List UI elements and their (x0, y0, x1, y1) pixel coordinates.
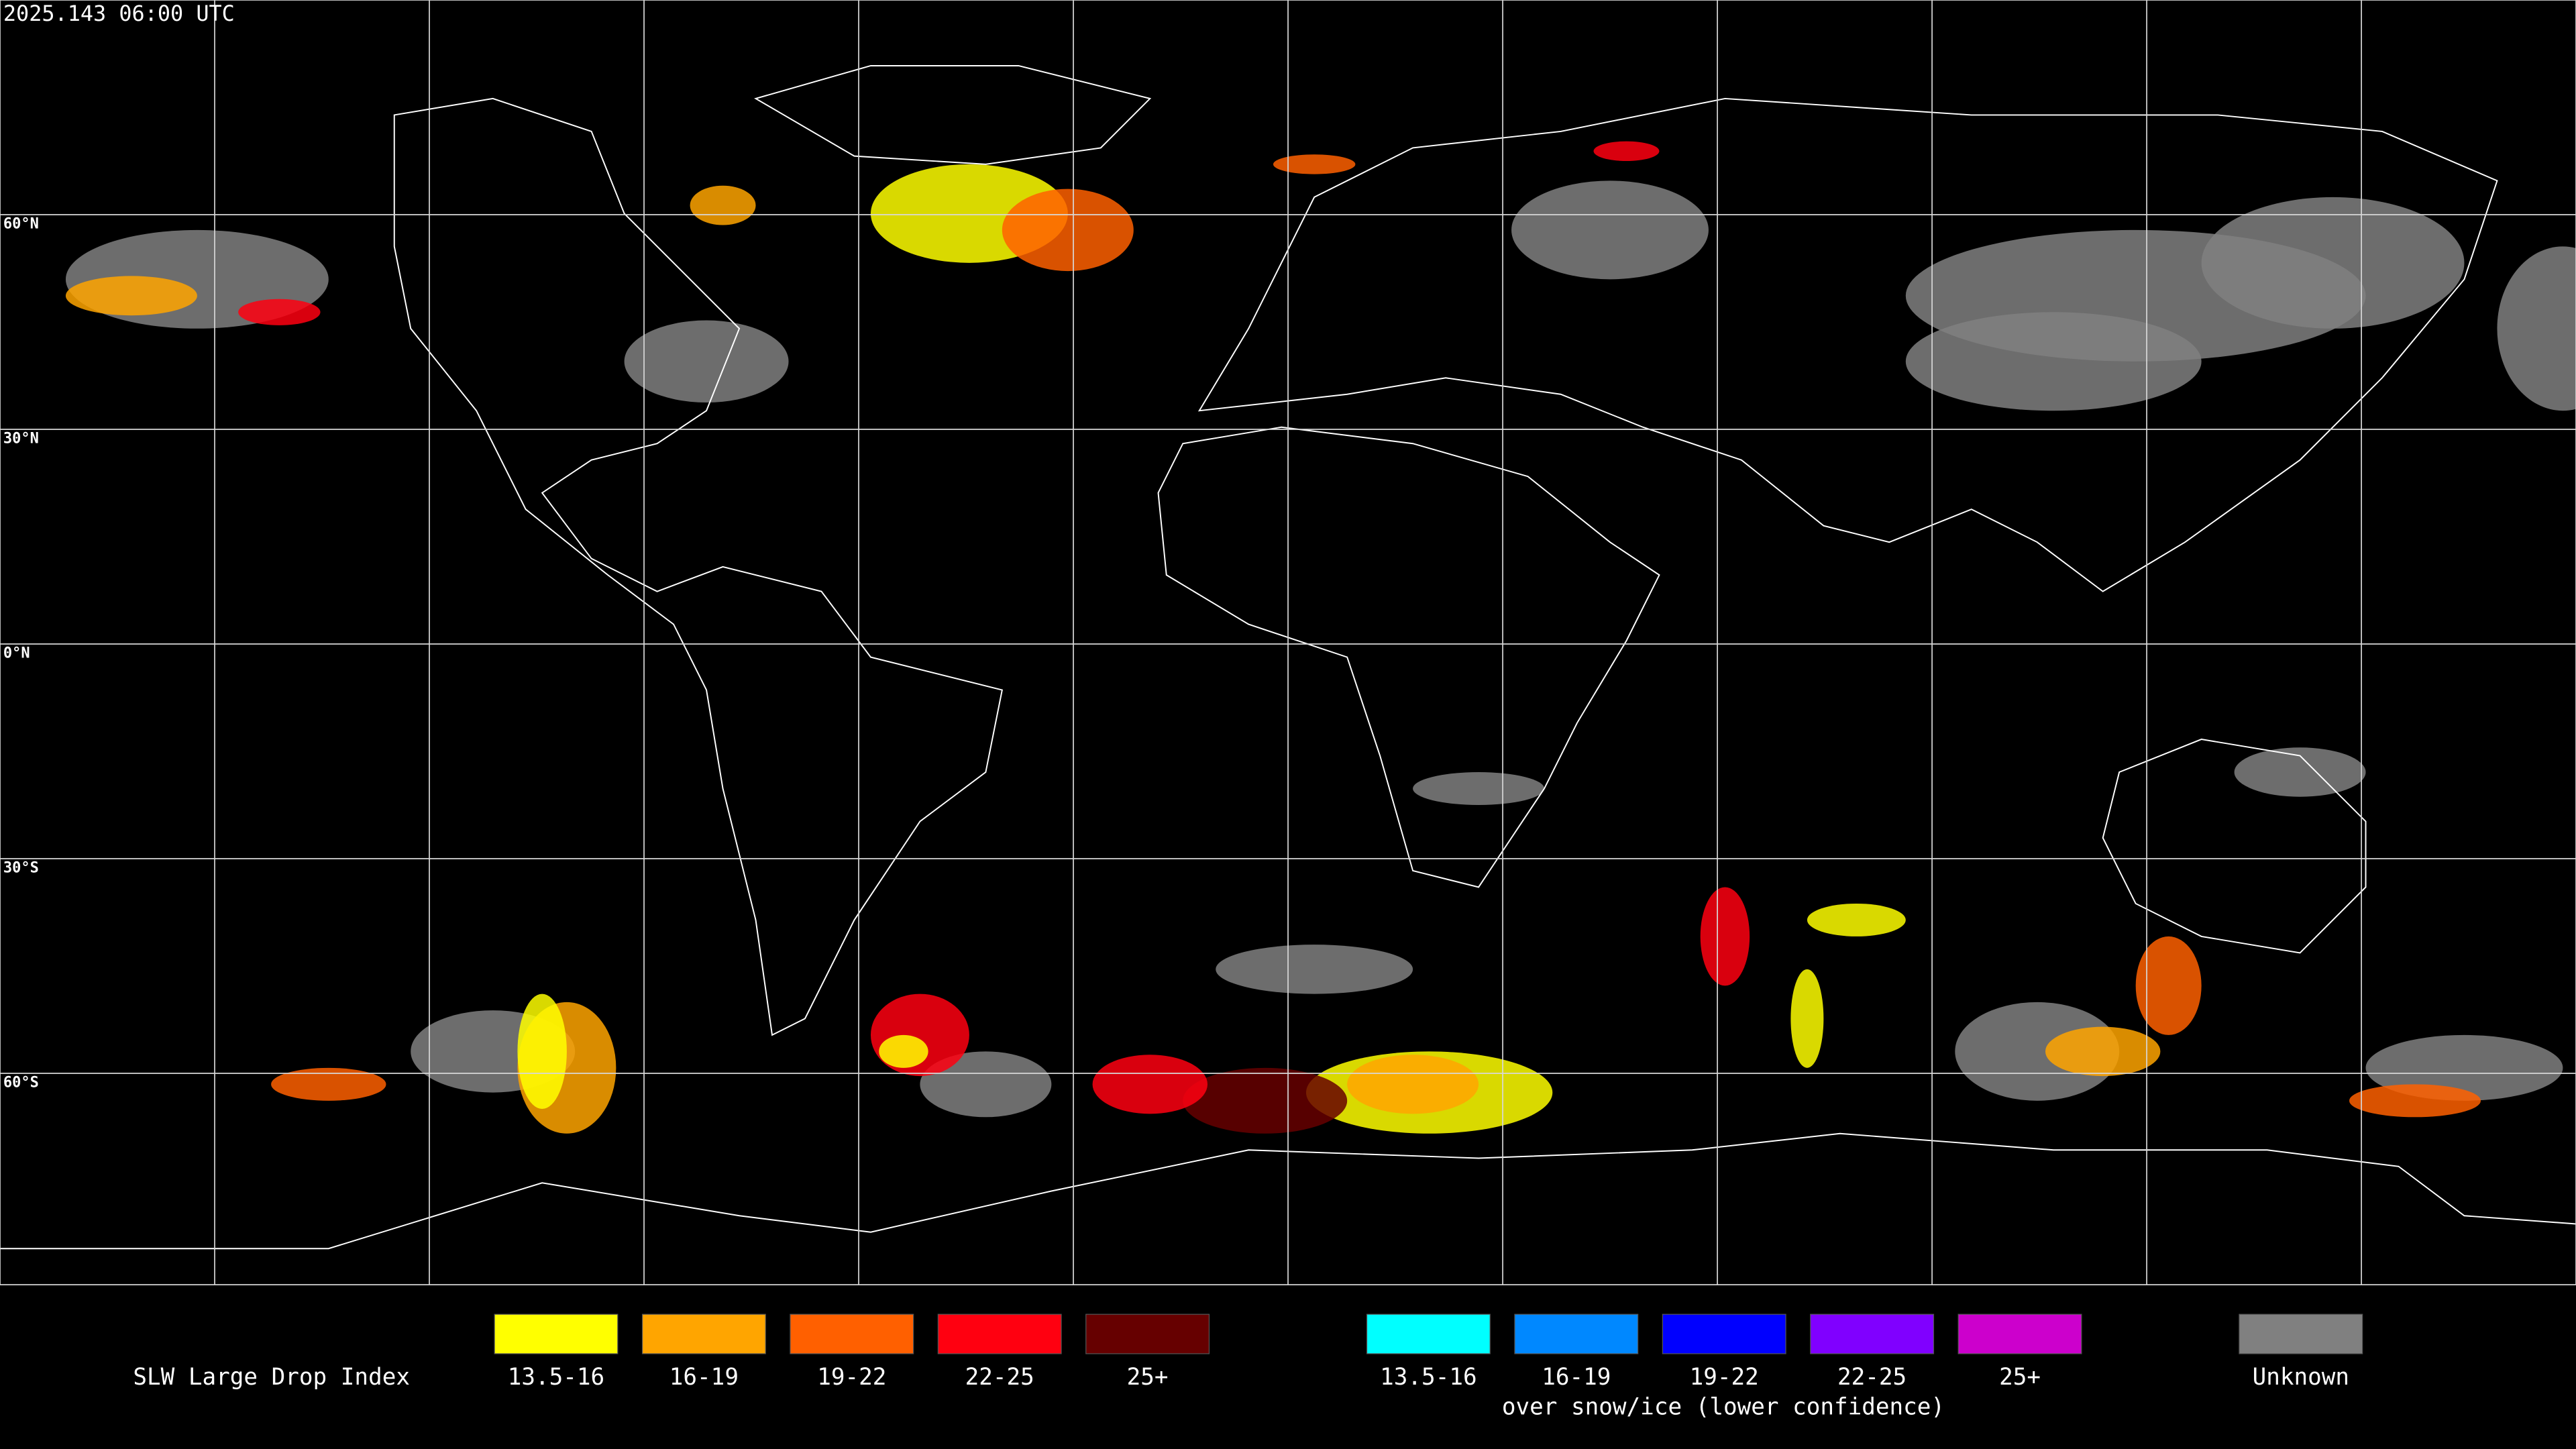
legend-label: 25+ (1999, 1364, 2041, 1391)
coastline (0, 1132, 2576, 1250)
cloud-patch (1183, 1067, 1348, 1134)
cloud-patch (2349, 1084, 2481, 1118)
cloud-patch (1955, 1002, 2120, 1101)
legend-caption: over snow/ice (lower confidence) (1502, 1393, 1945, 1420)
cloud-layer (65, 141, 2576, 1134)
coastline (754, 64, 1152, 165)
cloud-patch (1216, 945, 1413, 994)
legend-swatch (494, 1313, 619, 1354)
legend-label: 19-22 (817, 1364, 886, 1391)
cloud-patch (1593, 141, 1660, 161)
cloud-patch (238, 299, 321, 325)
graticule (0, 0, 2576, 1285)
cloud-patch (1273, 154, 1356, 174)
coastlines (0, 64, 2576, 1250)
cloud-patch (2234, 747, 2366, 797)
legend-label: 13.5-16 (508, 1364, 604, 1391)
cloud-patch (271, 1067, 386, 1101)
cloud-patch (1790, 969, 1824, 1068)
legend-swatch (937, 1313, 1062, 1354)
cloud-patch (920, 1051, 1052, 1118)
coastline (393, 97, 1004, 1036)
cloud-patch (879, 1034, 928, 1068)
legend-label: 19-22 (1690, 1364, 1759, 1391)
legend-swatch (1085, 1313, 1210, 1354)
cloud-patch (1347, 1055, 1479, 1114)
legend-label: 25+ (1127, 1364, 1169, 1391)
latitude-label: 60°N (3, 216, 39, 233)
cloud-patch (1413, 772, 1545, 805)
latitude-label: 60°S (3, 1075, 39, 1091)
coastline (1157, 426, 1660, 888)
cloud-patch (690, 185, 756, 225)
legend-swatch (2239, 1313, 2363, 1354)
coastline (2102, 739, 2367, 954)
cloud-patch (517, 994, 567, 1110)
cloud-patch (870, 994, 969, 1077)
cloud-patch (2201, 197, 2465, 329)
legend-label: 22-25 (965, 1364, 1034, 1391)
legend-swatch (641, 1313, 766, 1354)
legend-swatch (1514, 1313, 1639, 1354)
cloud-patch (1700, 887, 1750, 986)
legend-label: 16-19 (1542, 1364, 1611, 1391)
legend-swatch (1662, 1313, 1786, 1354)
latitude-label: 30°N (3, 431, 39, 447)
cloud-patch (1092, 1055, 1208, 1114)
legend-label: 22-25 (1837, 1364, 1907, 1391)
timestamp: 2025.143 06:00 UTC (3, 1, 235, 26)
cloud-patch (2135, 936, 2202, 1035)
legend-label: 13.5-16 (1380, 1364, 1477, 1391)
cloud-patch (1511, 180, 1709, 280)
coastline (1197, 97, 2498, 592)
cloud-patch (1905, 312, 2202, 411)
legend-label: 16-19 (669, 1364, 739, 1391)
legend-title: SLW Large Drop Index (133, 1364, 410, 1391)
legend-swatch (1366, 1313, 1491, 1354)
legend-swatch (790, 1313, 914, 1354)
cloud-patch (65, 276, 197, 316)
cloud-patch (2045, 1026, 2161, 1077)
legend-label: Unknown (2253, 1364, 2349, 1391)
legend-swatch (1957, 1313, 2082, 1354)
cloud-patch (1807, 903, 1906, 936)
cloud-patch (624, 320, 789, 402)
cloud-patch (2497, 246, 2576, 411)
cloud-patch (1002, 189, 1134, 272)
latitude-label: 0°N (3, 645, 30, 662)
latitude-label: 30°S (3, 860, 39, 877)
legend-swatch (1810, 1313, 1935, 1354)
